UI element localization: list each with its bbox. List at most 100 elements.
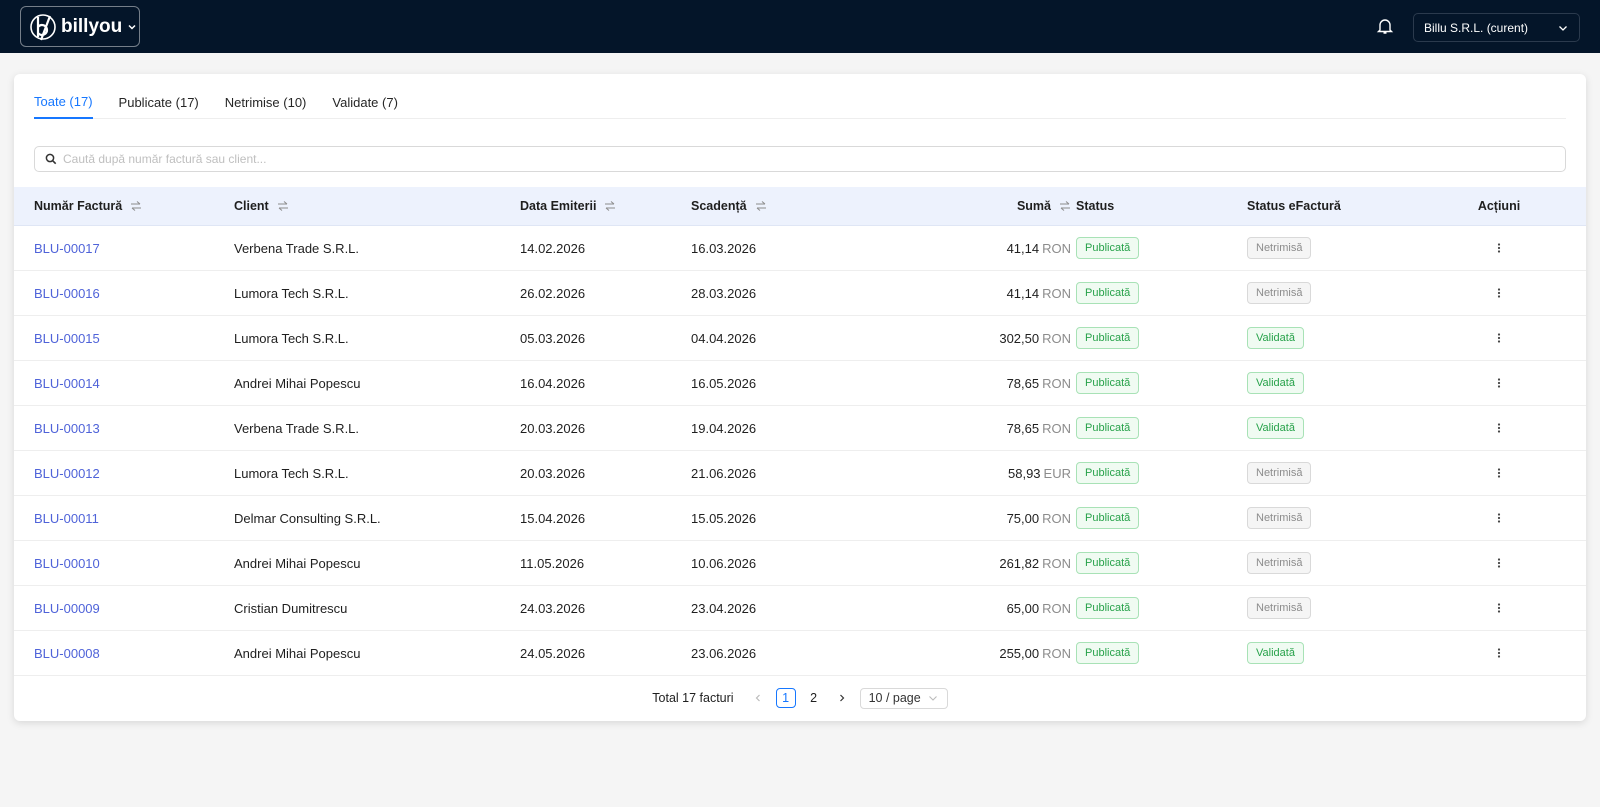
issue-date: 20.03.2026	[520, 420, 586, 436]
due-date-cell: 23.06.2026	[691, 631, 891, 675]
currency: RON	[1042, 600, 1071, 616]
client-cell: Verbena Trade S.R.L.	[234, 226, 520, 270]
client-cell: Andrei Mihai Popescu	[234, 541, 520, 585]
tab[interactable]: Publicate (17)	[118, 95, 199, 110]
amount: 78,65	[1006, 420, 1040, 436]
invoice-number[interactable]: BLU-00010	[34, 555, 100, 571]
due-date: 16.05.2026	[691, 375, 757, 391]
invoice-number[interactable]: BLU-00013	[34, 420, 100, 436]
column-label: Status	[1076, 199, 1115, 213]
status-cell: Publicată	[1076, 226, 1246, 270]
company-name: Billu S.R.L. (curent)	[1424, 20, 1529, 35]
actions-cell[interactable]	[1434, 631, 1564, 675]
actions-cell[interactable]	[1434, 406, 1564, 450]
client-cell: Lumora Tech S.R.L.	[234, 316, 520, 360]
issue-date-cell: 24.03.2026	[520, 586, 690, 630]
invoice-number[interactable]: BLU-00017	[34, 240, 100, 256]
company-select[interactable]: Billu S.R.L. (curent)	[1413, 13, 1580, 42]
actions-cell[interactable]	[1434, 541, 1564, 585]
tab[interactable]: Validate (7)	[332, 95, 398, 110]
issue-date-cell: 11.05.2026	[520, 541, 690, 585]
status-badge: Publicată	[1076, 507, 1140, 529]
invoice-row: BLU-00015 Lumora Tech S.R.L. 05.03.2026 04.…	[14, 316, 1586, 361]
due-date: 10.06.2026	[691, 555, 757, 571]
invoice-row: BLU-00013 Verbena Trade S.R.L. 20.03.2026 1…	[14, 406, 1586, 451]
notifications[interactable]	[1376, 17, 1394, 35]
currency: RON	[1042, 285, 1071, 301]
client: Lumora Tech S.R.L.	[234, 330, 349, 346]
currency: RON	[1042, 510, 1071, 526]
client: Delmar Consulting S.R.L.	[234, 510, 381, 526]
prev-page[interactable]	[748, 688, 768, 708]
more-icon	[1497, 378, 1501, 388]
issue-date: 15.04.2026	[520, 510, 586, 526]
actions-cell[interactable]	[1434, 271, 1564, 315]
actions-cell[interactable]	[1434, 496, 1564, 540]
status-badge: Publicată	[1076, 462, 1140, 484]
currency: EUR	[1043, 465, 1071, 481]
invoice-number[interactable]: BLU-00012	[34, 465, 100, 481]
invoice-number[interactable]: BLU-00016	[34, 285, 100, 301]
client: Andrei Mihai Popescu	[234, 645, 361, 661]
amount-cell: 255,00 RON	[891, 631, 1071, 675]
invoice-number[interactable]: BLU-00009	[34, 600, 100, 616]
invoice-number-cell: BLU-00012	[34, 451, 234, 495]
status-cell: Publicată	[1076, 361, 1246, 405]
page-button[interactable]: 2	[810, 691, 818, 705]
issue-date: 26.02.2026	[520, 285, 586, 301]
issue-date: 11.05.2026	[520, 555, 585, 571]
client-cell: Cristian Dumitrescu	[234, 586, 520, 630]
issue-date-cell: 20.03.2026	[520, 406, 690, 450]
actions-cell[interactable]	[1434, 586, 1564, 630]
amount-cell: 58,93 EUR	[891, 451, 1071, 495]
currency: RON	[1042, 240, 1071, 256]
efactura-badge: Netrimisă	[1247, 552, 1312, 574]
tab[interactable]: Netrimise (10)	[224, 95, 307, 110]
actions-cell[interactable]	[1434, 361, 1564, 405]
client: Verbena Trade S.R.L.	[234, 240, 360, 256]
amount-cell: 41,14 RON	[891, 271, 1071, 315]
currency: RON	[1042, 420, 1071, 436]
status-cell: Publicată	[1076, 541, 1246, 585]
status-badge: Publicată	[1076, 642, 1140, 664]
chevron-left	[755, 694, 760, 702]
sort-icon	[1060, 201, 1070, 211]
invoice-number-cell: BLU-00015	[34, 316, 234, 360]
status-badge: Publicată	[1076, 552, 1140, 574]
efactura-cell: Validată	[1247, 631, 1427, 675]
status-badge: Publicată	[1076, 282, 1140, 304]
sort-icon	[605, 201, 616, 211]
invoice-row: BLU-00011 Delmar Consulting S.R.L. 15.04.2…	[14, 496, 1586, 541]
page-size: 10 / page	[868, 691, 921, 705]
search-box[interactable]: Caută după număr factură sau client...	[34, 146, 1566, 172]
chevron	[128, 24, 136, 30]
page-size-select[interactable]: 10 / page	[859, 687, 948, 709]
status-cell: Publicată	[1076, 631, 1246, 675]
brand-menu[interactable]: billyou	[20, 6, 140, 47]
invoice-number[interactable]: BLU-00014	[34, 375, 100, 391]
issue-date: 24.05.2026	[520, 645, 586, 661]
search-icon	[45, 153, 57, 165]
actions-cell[interactable]	[1434, 226, 1564, 270]
due-date-cell: 28.03.2026	[691, 271, 891, 315]
invoice-number[interactable]: BLU-00015	[34, 330, 100, 346]
invoice-number[interactable]: BLU-00011	[34, 510, 99, 526]
amount-cell: 41,14 RON	[891, 226, 1071, 270]
client-cell: Andrei Mihai Popescu	[234, 361, 520, 405]
amount: 255,00	[999, 645, 1040, 661]
next-page[interactable]	[832, 688, 852, 708]
efactura-badge: Netrimisă	[1247, 462, 1312, 484]
issue-date-cell: 16.04.2026	[520, 361, 690, 405]
issue-date-cell: 14.02.2026	[520, 226, 690, 270]
due-date-cell: 15.05.2026	[691, 496, 891, 540]
due-date: 23.04.2026	[691, 600, 757, 616]
amount: 65,00	[1006, 600, 1040, 616]
client-cell: Andrei Mihai Popescu	[234, 631, 520, 675]
invoice-number[interactable]: BLU-00008	[34, 645, 100, 661]
page-button[interactable]: 1	[775, 688, 796, 708]
actions-cell[interactable]	[1434, 316, 1564, 360]
tab[interactable]: Toate (17)	[34, 74, 93, 119]
actions-cell[interactable]	[1434, 451, 1564, 495]
invoice-row: BLU-00017 Verbena Trade S.R.L. 14.02.2026 1…	[14, 226, 1586, 271]
amount-cell: 75,00 RON	[891, 496, 1071, 540]
